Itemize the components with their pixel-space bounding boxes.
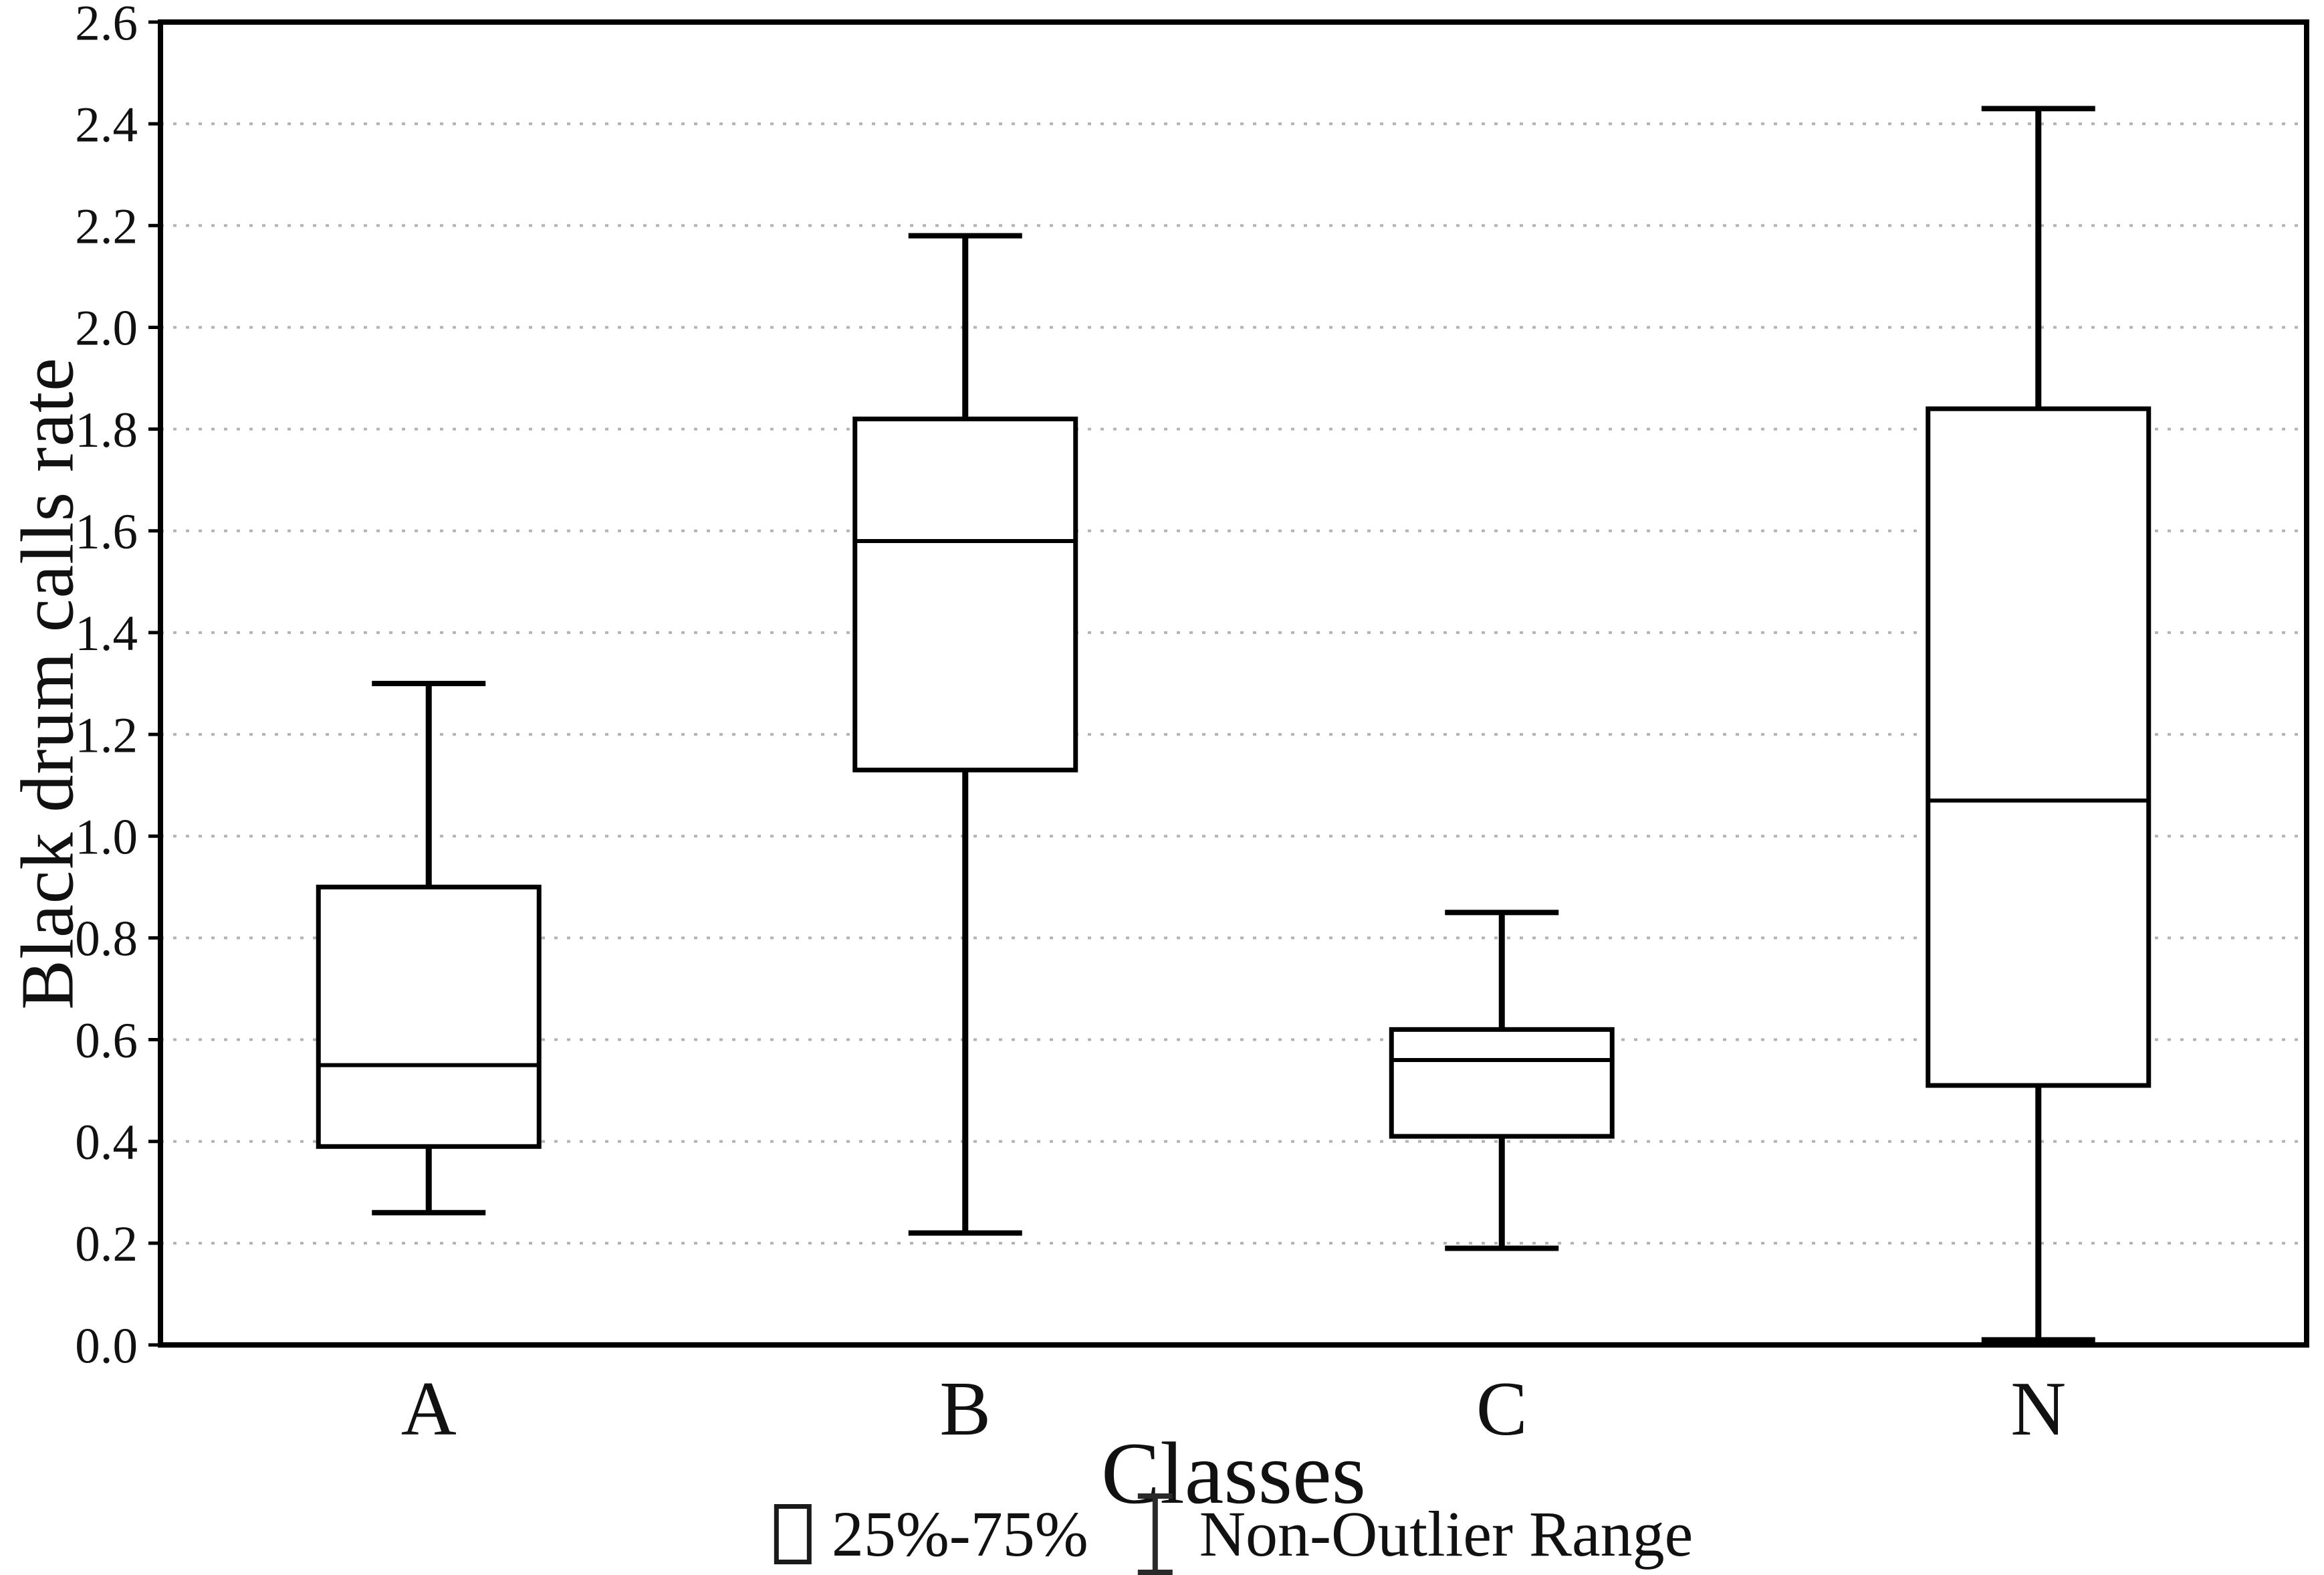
- box-C: [1389, 1027, 1615, 1139]
- y-tick-label-1.2: 1.2: [75, 708, 138, 763]
- x-tick-label-C: C: [1476, 1366, 1528, 1451]
- box-N: [1926, 406, 2152, 1088]
- y-tick-label-1.8: 1.8: [75, 403, 138, 458]
- y-tick-label-2.4: 2.4: [75, 97, 138, 152]
- x-tick-label-B: B: [939, 1366, 991, 1451]
- box-B: [852, 416, 1078, 772]
- whisker-glyph-icon: [1137, 1493, 1173, 1575]
- y-axis-title: Black drum calls rate: [6, 357, 90, 1010]
- y-tick-label-1.0: 1.0: [75, 809, 138, 865]
- box-glyph-icon: [774, 1504, 812, 1564]
- x-tick-label-A: A: [401, 1366, 457, 1451]
- y-tick-label-0.0: 0.0: [75, 1318, 138, 1374]
- x-tick-label-N: N: [2010, 1366, 2066, 1451]
- y-tick-label-0.8: 0.8: [75, 912, 138, 967]
- plot-frame: [158, 19, 2309, 1348]
- y-tick-label-0.4: 0.4: [75, 1115, 138, 1170]
- legend-item-non-outlier: Non-Outlier Range: [1131, 1490, 1693, 1575]
- y-tick-label-1.6: 1.6: [75, 504, 138, 560]
- box-A: [316, 884, 542, 1149]
- y-tick-label-2.0: 2.0: [75, 301, 138, 356]
- y-tick-label-2.6: 2.6: [75, 0, 138, 51]
- y-tick-label-0.6: 0.6: [75, 1013, 138, 1069]
- x-axis-title: Classes: [1101, 1424, 1366, 1522]
- legend-label-iqr: 25%-75%: [831, 1498, 1088, 1570]
- y-tick-label-1.4: 1.4: [75, 606, 138, 661]
- y-tick-label-2.2: 2.2: [75, 199, 138, 255]
- legend-label-non-outlier: Non-Outlier Range: [1199, 1498, 1694, 1570]
- legend: 25%-75% Non-Outlier Range: [774, 1490, 1693, 1575]
- legend-item-iqr: 25%-75%: [774, 1502, 1088, 1566]
- y-tick-label-0.2: 0.2: [75, 1217, 138, 1272]
